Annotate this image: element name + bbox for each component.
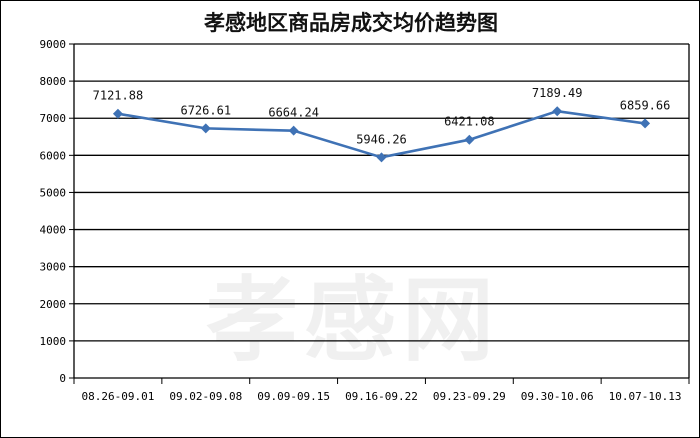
data-label: 5946.26 bbox=[356, 132, 407, 146]
y-tick-label: 5000 bbox=[40, 186, 67, 199]
data-point bbox=[376, 152, 387, 163]
y-tick-label: 8000 bbox=[40, 75, 67, 88]
y-tick-label: 7000 bbox=[40, 112, 67, 125]
data-point bbox=[464, 134, 475, 145]
y-tick-label: 3000 bbox=[40, 261, 67, 274]
data-point bbox=[112, 108, 123, 119]
y-tick-label: 2000 bbox=[40, 298, 67, 311]
y-tick-label: 4000 bbox=[40, 224, 67, 237]
x-tick-label: 09.23-09.29 bbox=[433, 390, 506, 403]
data-point bbox=[552, 106, 563, 117]
y-tick-label: 6000 bbox=[40, 149, 67, 162]
y-tick-label: 9000 bbox=[40, 38, 67, 51]
data-label: 6664.24 bbox=[268, 106, 319, 120]
data-label: 6726.61 bbox=[180, 103, 231, 117]
data-point bbox=[288, 125, 299, 136]
data-point bbox=[640, 118, 651, 129]
x-tick-label: 09.09-09.15 bbox=[257, 390, 330, 403]
x-tick-label: 10.07-10.13 bbox=[609, 390, 682, 403]
x-tick-label: 09.30-10.06 bbox=[521, 390, 594, 403]
data-label: 6421.08 bbox=[444, 115, 495, 129]
data-label: 7121.88 bbox=[93, 89, 144, 103]
x-tick-label: 09.16-09.22 bbox=[345, 390, 418, 403]
x-tick-label: 09.02-09.08 bbox=[169, 390, 242, 403]
x-tick-label: 08.26-09.01 bbox=[81, 390, 154, 403]
data-label: 7189.49 bbox=[532, 86, 583, 100]
chart-title: 孝感地区商品房成交均价趋势图 bbox=[204, 10, 498, 35]
y-tick-label: 0 bbox=[59, 372, 66, 385]
data-label: 6859.66 bbox=[620, 98, 671, 112]
y-tick-label: 1000 bbox=[40, 335, 67, 348]
data-point bbox=[200, 123, 211, 134]
